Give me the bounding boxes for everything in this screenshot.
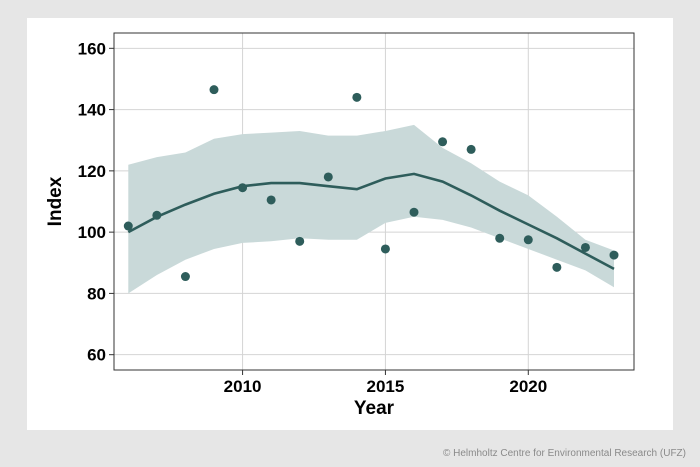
y-tick-label: 160 [78, 39, 106, 58]
data-point [209, 85, 219, 95]
y-axis-title: Index [45, 176, 66, 226]
scatter-chart: 60 80 100 120 140 160 2010 2015 2020 Year Index [45, 32, 635, 419]
y-tick-label: 60 [87, 346, 106, 365]
data-point [380, 244, 390, 254]
data-point [238, 183, 248, 193]
x-axis-title: Year [354, 398, 395, 419]
trend-line [127, 172, 615, 271]
data-point [123, 221, 133, 231]
data-point [438, 137, 448, 147]
copyright-notice: © Helmholtz Centre for Environmental Res… [443, 448, 686, 459]
y-tick-label: 100 [78, 223, 106, 242]
data-point [466, 144, 476, 154]
y-tick-label: 120 [78, 162, 106, 181]
plot-border [113, 32, 635, 371]
data-point [409, 207, 419, 217]
data-point [295, 236, 305, 246]
data-point [323, 172, 333, 182]
data-point [266, 195, 276, 205]
x-tick-label: 2010 [224, 377, 262, 396]
data-point [552, 262, 562, 272]
data-point [152, 210, 162, 220]
y-tick-label: 80 [87, 284, 106, 303]
y-tick-label: 140 [78, 101, 106, 120]
data-point [180, 272, 190, 282]
data-point [580, 242, 590, 252]
x-tick-label: 2020 [509, 377, 547, 396]
data-point [523, 235, 533, 245]
x-axis-ticks: 2010 2015 2020 [224, 370, 547, 396]
confidence-band [128, 124, 615, 294]
data-points [123, 85, 619, 282]
x-tick-label: 2015 [367, 377, 405, 396]
data-point [352, 92, 362, 102]
y-axis-ticks: 60 80 100 120 140 160 [78, 39, 114, 365]
data-point [495, 233, 505, 243]
chart-panel: 60 80 100 120 140 160 2010 2015 2020 Year Index [27, 18, 673, 430]
data-point [609, 250, 619, 260]
